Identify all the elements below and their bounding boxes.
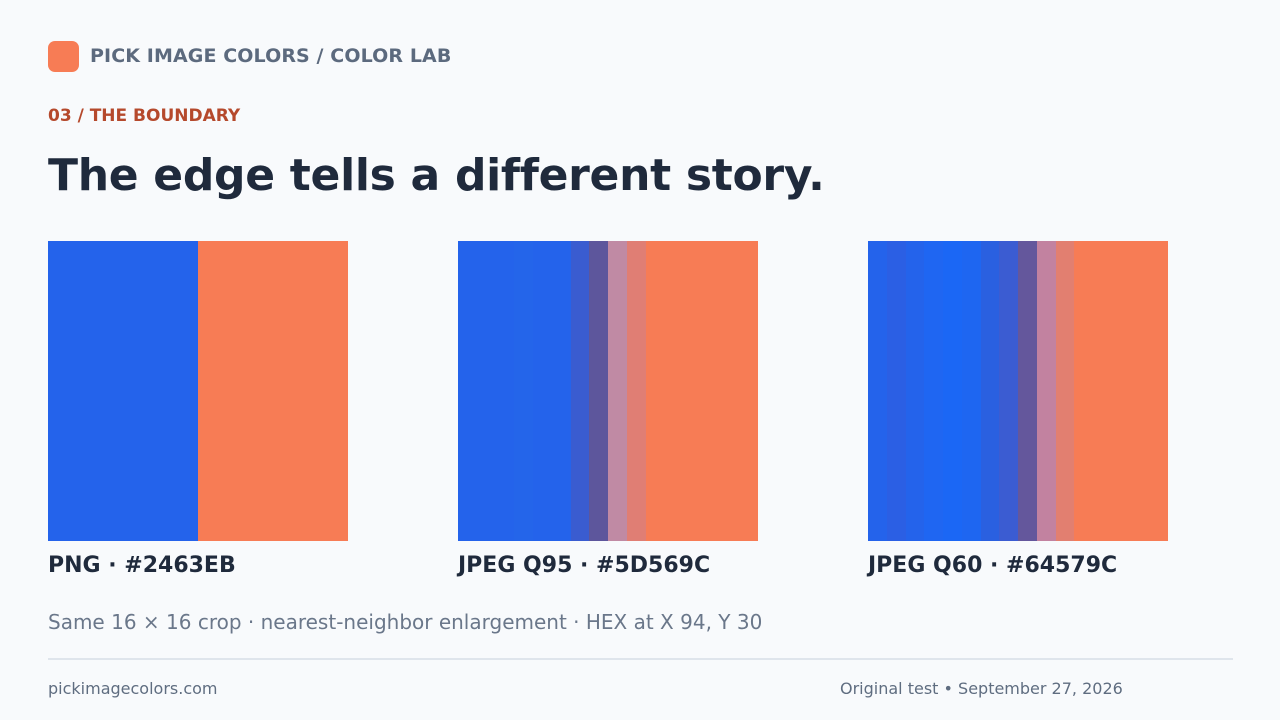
page-title: The edge tells a different story. [48, 150, 825, 201]
brand-logo-icon [48, 40, 79, 72]
pixel-column [1074, 241, 1093, 541]
pixel-column [329, 241, 348, 541]
pixel-column [961, 241, 981, 541]
pixel-column [104, 241, 123, 541]
pixel-column [720, 241, 740, 541]
pixel-column [85, 241, 105, 541]
pixel-column [683, 241, 702, 541]
crop-note: Same 16 × 16 crop · nearest-neighbor enl… [48, 610, 763, 634]
pixel-column [589, 241, 608, 541]
pixel-column [1018, 241, 1037, 541]
pixel-column [1111, 241, 1131, 541]
pixel-column [551, 241, 571, 541]
pixel-column [141, 241, 161, 541]
pixel-column [160, 241, 180, 541]
pixel-column [701, 241, 721, 541]
pixel-column [123, 241, 142, 541]
pixel-column [868, 241, 887, 541]
jpeg-q95-caption: JPEG Q95 · #5D569C [458, 553, 711, 578]
pixel-column [235, 241, 255, 541]
pixel-column [273, 241, 292, 541]
pixel-column [216, 241, 236, 541]
pixel-column [495, 241, 515, 541]
pixel-column [1149, 241, 1168, 541]
pixel-column [999, 241, 1018, 541]
pixel-column [1093, 241, 1112, 541]
pixel-column [254, 241, 273, 541]
site-link[interactable]: pickimagecolors.com [48, 679, 218, 698]
footer-meta: Original test • September 27, 2026 [840, 679, 1123, 698]
section-eyebrow: 03 / THE BOUNDARY [48, 106, 241, 126]
pixel-column [458, 241, 477, 541]
png-caption: PNG · #2463EB [48, 553, 236, 578]
pixel-column [645, 241, 665, 541]
pixel-column [626, 241, 646, 541]
pixel-column [608, 241, 627, 541]
pixel-column [533, 241, 552, 541]
pixel-column [980, 241, 1000, 541]
pixel-column [1130, 241, 1150, 541]
jpeg-q60-swatch [868, 241, 1168, 541]
brand-title: PICK IMAGE COLORS / COLOR LAB [90, 45, 452, 67]
pixel-column [514, 241, 533, 541]
pixel-column [476, 241, 496, 541]
pixel-column [664, 241, 683, 541]
pixel-column [1036, 241, 1056, 541]
jpeg-q60-caption: JPEG Q60 · #64579C [868, 553, 1118, 578]
pixel-column [198, 241, 217, 541]
pixel-column [48, 241, 67, 541]
pixel-column [66, 241, 86, 541]
brand-header: PICK IMAGE COLORS / COLOR LAB [48, 40, 451, 72]
png-swatch [48, 241, 348, 541]
pixel-column [310, 241, 330, 541]
pixel-column [943, 241, 962, 541]
pixel-column [739, 241, 758, 541]
pixel-column [291, 241, 311, 541]
pixel-column [1055, 241, 1075, 541]
footer-divider [48, 658, 1233, 660]
jpeg-q95-swatch [458, 241, 758, 541]
pixel-column [905, 241, 925, 541]
pixel-column [886, 241, 906, 541]
pixel-column [924, 241, 943, 541]
pixel-column [179, 241, 198, 541]
pixel-column [570, 241, 590, 541]
